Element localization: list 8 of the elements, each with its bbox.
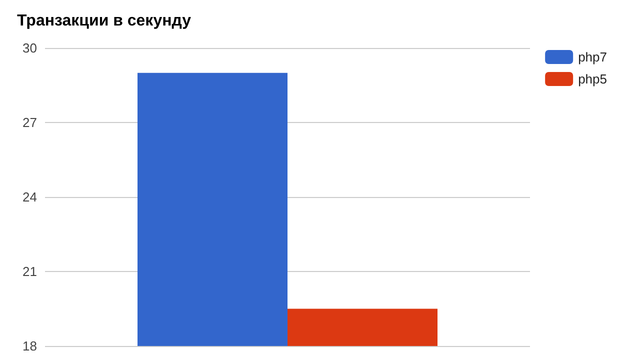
- legend-label: php5: [578, 72, 607, 86]
- y-tick-label: 27: [22, 115, 37, 130]
- y-tick-label: 21: [22, 264, 37, 279]
- y-tick-label: 30: [22, 40, 37, 56]
- y-tick-label: 18: [22, 338, 37, 354]
- chart-title: Транзакции в секунду: [17, 12, 192, 30]
- legend-label: php7: [578, 50, 607, 64]
- y-tick-label: 24: [22, 190, 37, 204]
